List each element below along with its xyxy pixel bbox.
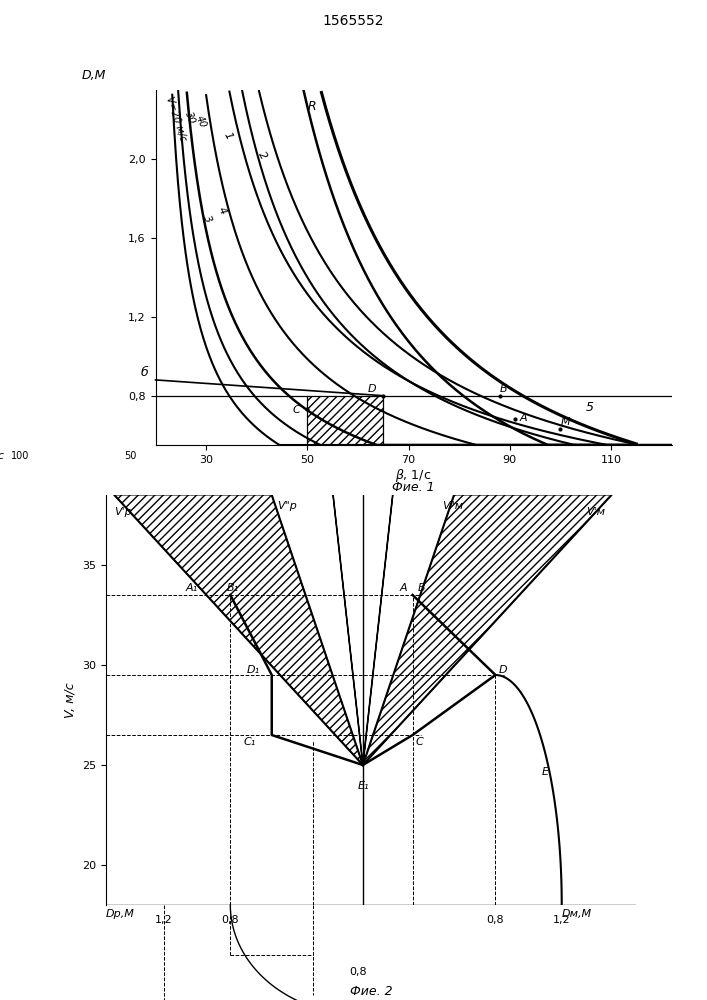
Text: Фие. 2: Фие. 2 — [350, 985, 392, 998]
Text: Фие. 1: Фие. 1 — [392, 481, 435, 494]
Text: B₁: B₁ — [227, 583, 239, 593]
Text: 0,8: 0,8 — [350, 967, 367, 977]
Text: B: B — [500, 384, 507, 394]
Text: б: б — [140, 366, 148, 379]
Text: A₁: A₁ — [186, 583, 198, 593]
Text: D: D — [498, 665, 508, 675]
Text: 100: 100 — [11, 451, 30, 461]
Text: 40: 40 — [194, 114, 207, 129]
Text: D: D — [368, 384, 377, 394]
Text: 5: 5 — [585, 401, 594, 414]
Text: 4: 4 — [216, 205, 228, 216]
Text: M: M — [561, 417, 570, 427]
Text: D,М: D,М — [81, 69, 106, 82]
Text: Dр,М: Dр,М — [106, 909, 135, 919]
Text: 3: 3 — [201, 213, 213, 224]
Text: C: C — [416, 737, 423, 747]
Text: V=20 м/с: V=20 м/с — [164, 95, 188, 142]
Text: V"м: V"м — [443, 501, 464, 511]
Text: E₁: E₁ — [358, 781, 370, 791]
Text: D₁: D₁ — [247, 665, 260, 675]
Text: A: A — [520, 413, 527, 423]
Text: 30: 30 — [183, 110, 197, 126]
Text: V"р: V"р — [276, 501, 297, 511]
Text: B: B — [418, 583, 425, 593]
Text: t,с: t,с — [0, 451, 4, 461]
Text: E: E — [542, 767, 549, 777]
Text: 1: 1 — [221, 130, 233, 141]
Text: 50: 50 — [124, 451, 137, 461]
X-axis label: $\beta$, 1/с: $\beta$, 1/с — [395, 468, 432, 485]
Text: A: A — [399, 583, 407, 593]
Text: Dм,М: Dм,М — [562, 909, 592, 919]
Y-axis label: V, м/с: V, м/с — [64, 682, 76, 718]
Text: V'м: V'м — [587, 507, 606, 517]
Text: R: R — [308, 100, 316, 113]
Text: V'р: V'р — [115, 507, 132, 517]
Text: C: C — [292, 405, 300, 415]
Text: C₁: C₁ — [244, 737, 256, 747]
Text: 2: 2 — [257, 150, 269, 161]
Text: 1565552: 1565552 — [323, 14, 384, 28]
